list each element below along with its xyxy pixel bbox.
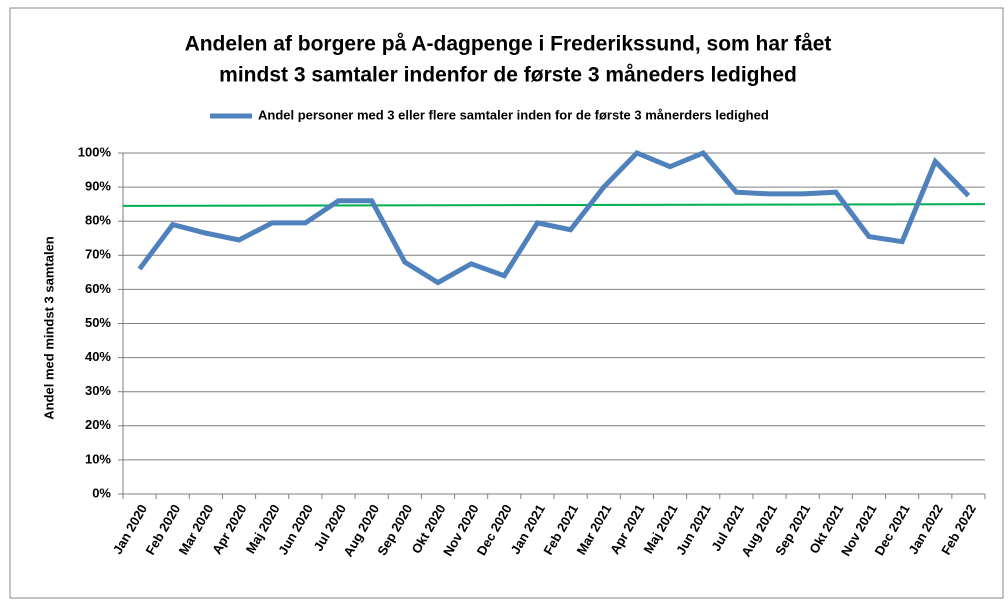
chart-frame — [9, 7, 1004, 599]
y-tick-label: 40% — [85, 349, 111, 364]
y-tick-label: 50% — [85, 315, 111, 330]
y-tick-label: 90% — [85, 179, 111, 194]
trendline — [122, 203, 986, 207]
y-tick-label: 100% — [78, 144, 112, 159]
y-tick-label: 80% — [85, 213, 111, 228]
y-tick-label: 70% — [85, 247, 111, 262]
y-tick-label: 30% — [85, 383, 111, 398]
y-tick-label: 10% — [85, 451, 111, 466]
data-line — [137, 149, 971, 286]
chart-title: Andelen af borgere på A-dagpenge i Frede… — [185, 33, 832, 56]
y-axis-label: Andel med mindst 3 samtalen — [41, 236, 56, 420]
y-tick-label: 20% — [85, 417, 111, 432]
chart-title: mindst 3 samtaler indenfor de første 3 m… — [219, 64, 797, 87]
y-tick-label: 0% — [92, 485, 111, 500]
y-tick-label: 60% — [85, 281, 111, 296]
legend-label: Andel personer med 3 eller flere samtale… — [258, 107, 769, 122]
